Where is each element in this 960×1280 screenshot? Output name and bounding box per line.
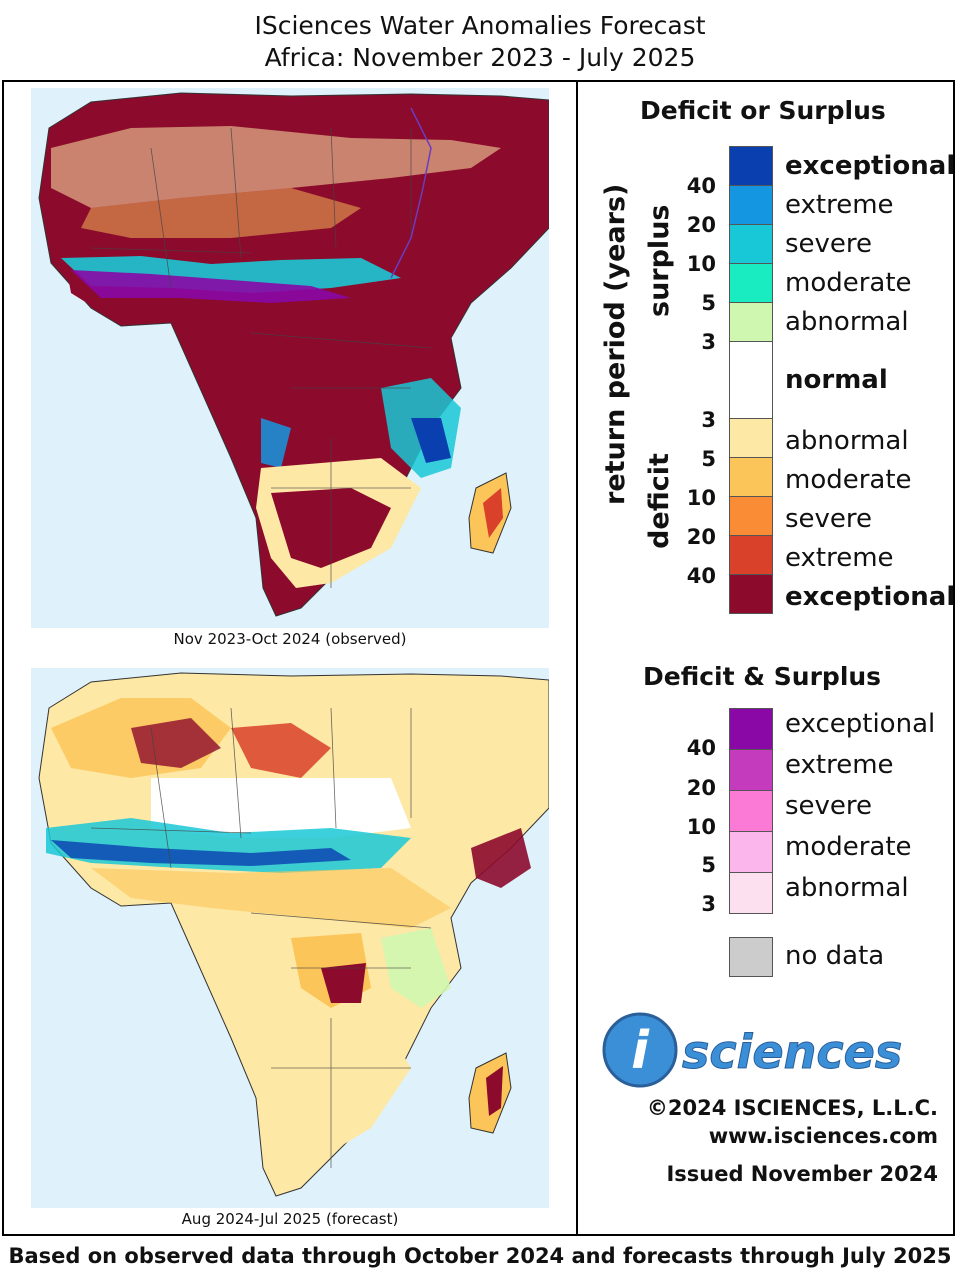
title-line-2: Africa: November 2023 - July 2025 [264,43,696,72]
swatch-deficit-abnormal [729,418,773,458]
deficit-tick-20: 20 [686,525,716,549]
logo-wordmark: sciences [682,1025,902,1079]
both-tick-5: 5 [701,853,716,877]
legend-label-surplus-moderate: moderate [785,268,912,298]
legend-label-deficit-moderate: moderate [785,465,912,495]
surplus-tick-40: 40 [686,174,716,198]
swatch-surplus-exceptional [729,146,773,186]
swatch-no-data [729,937,773,977]
legend-label-surplus-severe: severe [785,229,873,259]
legend-title-deficit-or-surplus: Deficit or Surplus [640,96,886,125]
frame-divider [576,80,578,1236]
issued-date: Issued November 2024 [666,1162,938,1186]
legend-label-normal: normal [785,365,888,395]
legend-both-label-abnormal: abnormal [785,873,909,903]
swatch-both-exceptional [729,708,773,750]
surplus-tick-20: 20 [686,213,716,237]
legend-both-label-exceptional: exceptional [785,709,936,739]
legend-label-deficit-exceptional: exceptional [785,582,956,612]
swatch-deficit-exceptional [729,574,773,614]
both-tick-10: 10 [686,815,716,839]
legend-label-surplus-abnormal: abnormal [785,307,909,337]
both-tick-3: 3 [701,892,716,916]
caption-observed: Nov 2023-Oct 2024 (observed) [173,630,407,648]
legend-title-deficit-and-surplus: Deficit & Surplus [643,662,882,691]
surplus-tick-3: 3 [701,330,716,354]
both-tick-20: 20 [686,776,716,800]
map-observed [31,88,549,628]
legend-both-label-moderate: moderate [785,832,912,862]
legend-label-deficit-abnormal: abnormal [785,426,909,456]
figure-frame [2,80,955,1236]
caption-forecast: Aug 2024-Jul 2025 (forecast) [181,1210,399,1228]
legend-label-surplus-exceptional: exceptional [785,151,956,181]
legend-both-label-extreme: extreme [785,750,894,780]
swatch-deficit-extreme [729,535,773,575]
surplus-tick-10: 10 [686,252,716,276]
swatch-both-severe [729,790,773,832]
deficit-tick-40: 40 [686,564,716,588]
title-line-1: ISciences Water Anomalies Forecast [254,11,706,40]
both-tick-40: 40 [686,736,716,760]
legend-label-deficit-severe: severe [785,504,873,534]
swatch-surplus-moderate [729,263,773,303]
swatch-both-moderate [729,831,773,873]
swatch-both-extreme [729,749,773,791]
swatch-surplus-abnormal [729,302,773,342]
legend-label-deficit-extreme: extreme [785,543,894,573]
website: www.isciences.com [708,1124,938,1148]
isciences-logo: i sciences [602,1012,903,1088]
legend-both-label-severe: severe [785,791,873,821]
deficit-tick-10: 10 [686,486,716,510]
surplus-axis-label: surplus [644,204,675,317]
swatch-deficit-moderate [729,457,773,497]
deficit-tick-3: 3 [701,408,716,432]
legend-label-surplus-extreme: extreme [785,190,894,220]
deficit-tick-5: 5 [701,447,716,471]
deficit-axis-label: deficit [644,453,675,549]
swatch-normal [729,341,773,419]
swatch-deficit-severe [729,496,773,536]
swatch-both-abnormal [729,872,773,914]
surplus-tick-5: 5 [701,291,716,315]
logo-letter: i [631,1021,650,1081]
swatch-surplus-extreme [729,185,773,225]
swatch-surplus-severe [729,224,773,264]
legend-label-no-data: no data [785,941,885,971]
return-period-axis-label: return period (years) [600,183,631,505]
footer-note: Based on observed data through October 2… [8,1244,952,1268]
copyright: ©2024 ISCIENCES, L.L.C. [646,1096,938,1120]
map-forecast [31,668,549,1208]
